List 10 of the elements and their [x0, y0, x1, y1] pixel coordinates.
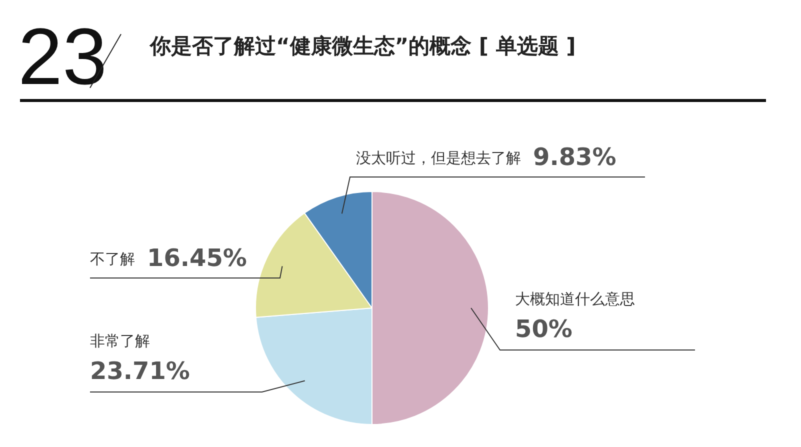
slice-label: 没太听过，但是想去了解 — [356, 149, 521, 167]
slice-label: 不了解 — [90, 250, 135, 268]
slice-label: 大概知道什么意思 — [515, 290, 635, 308]
text: 23 — [18, 12, 107, 102]
data-label: 50% — [515, 315, 572, 343]
data-label: 16.45% — [147, 244, 247, 272]
data-label: 23.71% — [90, 357, 190, 385]
data-label: 9.83% — [533, 143, 616, 171]
chart-title: 你是否了解过“健康微生态”的概念 [ 单选题 ] — [150, 33, 576, 60]
slice-label: 非常了解 — [90, 332, 150, 350]
